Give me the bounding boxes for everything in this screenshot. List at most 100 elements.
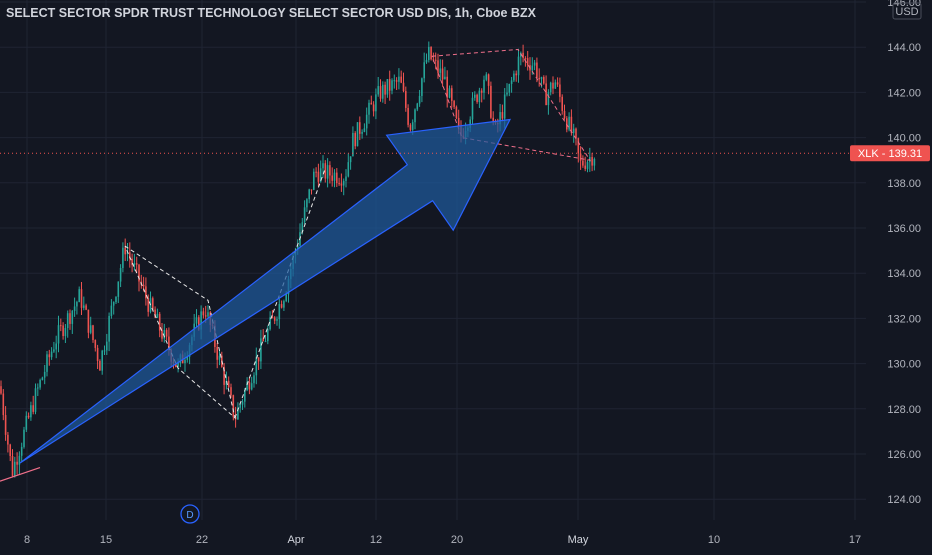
candle-body [315,171,317,173]
candle-body [62,325,64,337]
candle-body [232,395,235,417]
candle-body [241,401,244,405]
candle-body [53,349,55,352]
candle-body [382,84,384,99]
candle-body [400,76,402,83]
candle-body [342,180,345,186]
y-axis-tick-label: 142.00 [887,87,921,99]
candle-body [280,304,283,308]
candle-body [388,79,391,91]
candle-body [402,82,405,92]
candle-body [239,404,241,408]
candle-body [16,461,18,465]
y-axis-tick-label: 130.00 [887,359,921,371]
candle-body [393,80,396,82]
candle-body [513,73,515,81]
y-axis-tick-label: 126.00 [887,449,921,461]
candle-body [499,112,501,125]
candle-body [446,76,448,98]
candle-body [145,286,147,299]
price-tag [850,145,930,162]
candle-body [474,94,476,98]
currency-badge-label: USD [895,6,918,18]
y-axis-tick-label: 132.00 [887,313,921,325]
candle-body [230,387,232,396]
support-line-drawing [0,466,41,482]
candle-body [520,52,522,57]
candle-body [313,171,315,190]
candle-body [317,171,320,182]
candle-body [115,296,117,303]
candle-body [204,315,207,317]
candle-body [184,359,186,364]
y-axis-tick-label: 124.00 [887,494,921,506]
candle-body [260,338,262,362]
candle-body [234,416,237,420]
candle-body [14,461,16,476]
y-axis-tick-label: 136.00 [887,223,921,235]
candle-body [7,434,9,445]
candle-body [536,62,538,78]
candle-body [444,76,446,80]
candle-body [517,56,520,76]
candle-body [161,330,163,339]
candle-body [142,284,145,287]
candle-body [103,350,106,352]
candle-body [322,163,324,169]
trend-arrow-drawing [19,118,512,464]
candle-body [503,94,506,119]
x-axis-tick-label: 15 [100,534,112,546]
candle-body [575,128,577,139]
candle-body [69,313,71,324]
candle-body [354,133,356,147]
candle-body [428,46,430,60]
candle-body [117,281,120,297]
candle-body [46,354,48,372]
candle-body [490,85,492,118]
candle-body [437,60,439,73]
candle-body [147,298,149,312]
candle-body [591,157,593,166]
y-axis-tick-label: 138.00 [887,178,921,190]
candle-body [386,79,389,95]
candle-body [94,339,97,348]
candle-body [563,110,566,119]
candle-body [71,310,74,324]
candle-body [55,343,57,350]
candle-body [377,86,379,95]
candle-body [39,379,41,388]
x-axis-tick-label: 10 [708,534,720,546]
y-axis-tick-label: 144.00 [887,42,921,54]
candle-body [352,133,354,157]
candle-body [250,383,253,390]
candle-body [283,301,285,308]
candle-body [73,306,76,311]
candle-body [593,158,596,166]
candle-body [451,88,453,101]
candle-body [80,289,83,308]
candle-body [434,59,437,61]
x-axis-tick-label: 8 [24,534,30,546]
candle-body [92,325,94,340]
candle-body [345,176,347,181]
candle-body [501,112,504,119]
candle-body [584,165,586,169]
candle-body [430,46,432,60]
candle-body [202,311,205,316]
candle-body [556,82,559,85]
candle-body [64,327,67,337]
candle-body [370,102,373,105]
candle-body [48,354,51,358]
candle-body [478,90,481,102]
candle-body [538,77,540,80]
dividend-marker[interactable] [180,504,200,524]
candle-body [421,78,423,96]
candle-body [163,329,166,339]
candle-body [579,153,582,161]
x-axis-tick-label: 20 [451,534,463,546]
candle-body [319,168,322,182]
candle-body [306,199,308,208]
candle-body [20,446,23,456]
